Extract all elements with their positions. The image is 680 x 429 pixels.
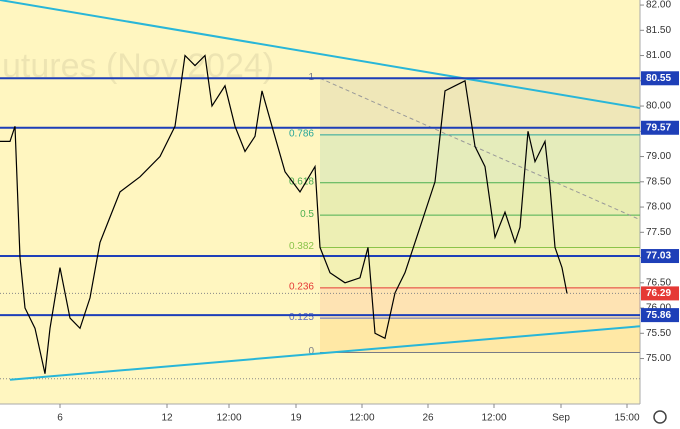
fib-zone (320, 134, 640, 183)
y-tick-label: 75.50 (646, 328, 671, 339)
plot-background (0, 0, 640, 404)
price-badge (641, 308, 679, 323)
price-series (0, 54, 568, 374)
fib-label: 0.236 (289, 281, 314, 292)
current-price-badge (641, 286, 679, 301)
y-tick-label: 78.00 (646, 202, 671, 213)
fib-zone (320, 318, 640, 353)
fib-zone (320, 182, 640, 216)
x-tick-label: 6 (57, 413, 63, 424)
x-tick-label: 15:00 (614, 413, 639, 424)
x-tick-label: Sep (552, 413, 570, 424)
fib-zone (320, 78, 640, 135)
price-badge (641, 120, 679, 135)
x-tick-label: 12:00 (481, 413, 506, 424)
axis-background (0, 404, 640, 429)
trendline (319, 77, 641, 221)
watermark: utures (Nov 2024) (2, 47, 274, 85)
fib-zone (320, 247, 640, 288)
fib-label: 0.125 (289, 312, 314, 323)
price-badge-label: 75.86 (646, 310, 671, 321)
price-badge-label: 80.55 (646, 73, 671, 84)
fib-zone (320, 287, 640, 319)
y-tick-label: 78.50 (646, 176, 671, 187)
trendline (0, 0, 641, 110)
y-tick-label: 81.00 (646, 50, 671, 61)
x-tick-label: 12 (161, 413, 173, 424)
x-tick-label: 19 (290, 413, 302, 424)
x-tick-label: 12:00 (216, 413, 241, 424)
y-tick-label: 79.00 (646, 151, 671, 162)
y-tick-label: 80.00 (646, 101, 671, 112)
fib-label: 0.786 (289, 128, 314, 139)
price-badge-label: 79.57 (646, 122, 671, 133)
axis-background (640, 0, 680, 429)
fib-label: 0.618 (289, 176, 314, 187)
fib-label: 0 (308, 346, 314, 357)
price-badge-label: 77.03 (646, 251, 671, 262)
price-badge (641, 249, 679, 264)
x-tick-label: 26 (422, 413, 434, 424)
y-tick-label: 77.50 (646, 227, 671, 238)
fib-zone (320, 215, 640, 248)
current-price-label: 76.29 (646, 288, 671, 299)
fib-label: 0.5 (300, 209, 314, 220)
fib-label: 0.382 (289, 241, 314, 252)
x-tick-label: 12:00 (349, 413, 374, 424)
price-badge (641, 71, 679, 86)
y-tick-label: 76.50 (646, 277, 671, 288)
trendline (9, 325, 641, 381)
y-tick-label: 75.00 (646, 353, 671, 364)
y-tick-label: 82.00 (646, 0, 671, 11)
y-tick-label: 81.50 (646, 25, 671, 36)
settings-icon[interactable] (653, 410, 667, 424)
